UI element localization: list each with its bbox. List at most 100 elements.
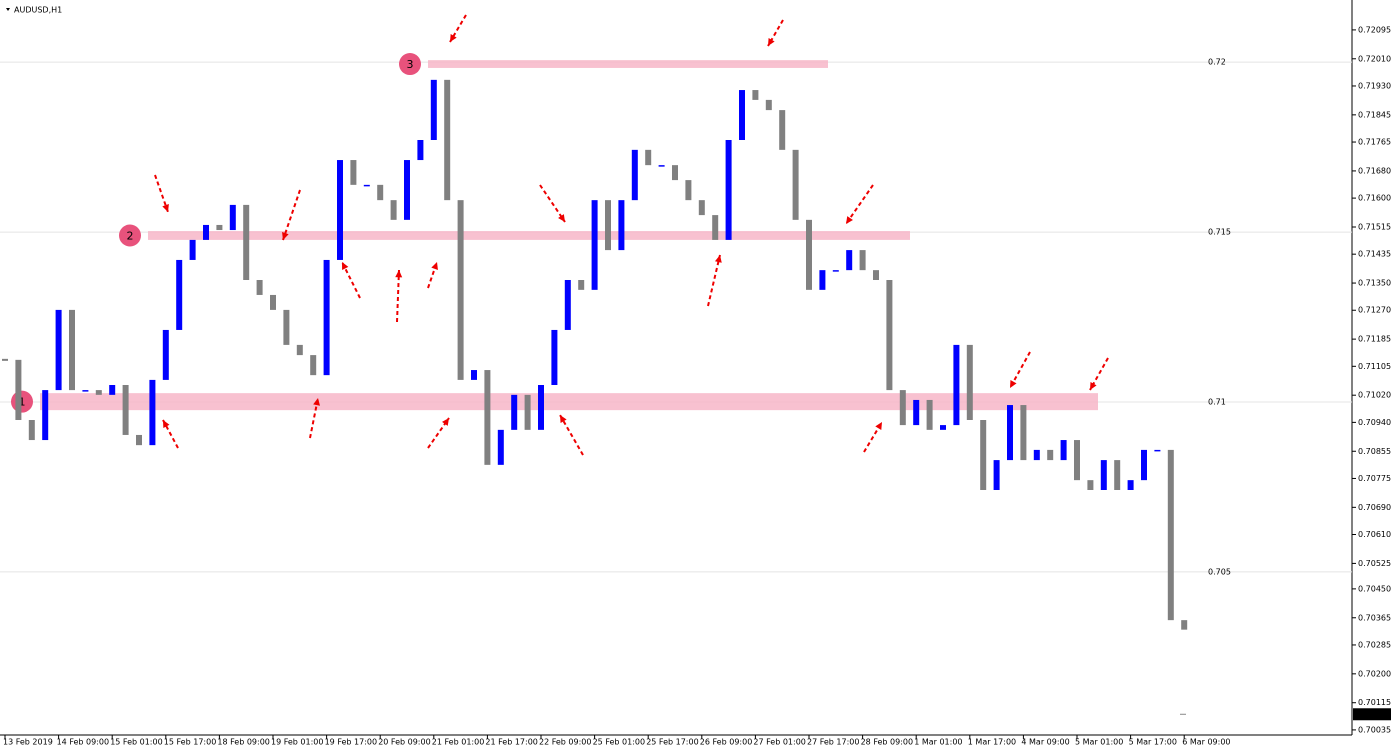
- y-tick-label: 0.71515: [1358, 222, 1391, 231]
- y-tick-label: 0.70285: [1358, 640, 1391, 649]
- y-tick-label: 0.70855: [1358, 447, 1391, 456]
- candle: [1127, 480, 1134, 490]
- annotation-arrow: [449, 14, 467, 43]
- y-tick-label: 0.70115: [1358, 698, 1391, 707]
- candle: [524, 394, 531, 430]
- candle: [1167, 449, 1174, 621]
- candle: [511, 394, 518, 430]
- candle: [42, 390, 49, 441]
- candle: [1181, 620, 1188, 630]
- annotation-arrowhead: [1010, 380, 1017, 388]
- candle: [739, 90, 745, 140]
- candle: [859, 250, 866, 271]
- candle: [832, 270, 839, 272]
- candle: [350, 160, 357, 185]
- zone-badge: [399, 53, 421, 76]
- x-tick-label: 28 Feb 09:00: [861, 738, 913, 747]
- x-tick-label: 18 Feb 09:00: [217, 738, 269, 747]
- annotation-arrow: [559, 414, 584, 456]
- annotation-arrowhead: [846, 216, 853, 224]
- candle: [69, 309, 75, 391]
- y-tick-label: 0.71680: [1358, 166, 1391, 175]
- candle: [591, 200, 598, 290]
- zone-label: 3: [407, 58, 414, 71]
- candle: [806, 219, 812, 290]
- annotation-arrow: [282, 189, 301, 241]
- candle: [1007, 405, 1013, 461]
- candle: [792, 149, 799, 220]
- candle: [404, 160, 410, 220]
- candle: [899, 390, 906, 426]
- y-tick-label: 0.70200: [1358, 669, 1391, 678]
- candle: [149, 379, 156, 446]
- candle: [752, 90, 759, 100]
- candle: [296, 344, 303, 356]
- annotation-arrowhead: [1090, 382, 1097, 390]
- candle: [256, 280, 263, 295]
- x-tick-label: 15 Feb 17:00: [164, 738, 216, 747]
- x-tick-label: 19 Feb 01:00: [271, 738, 323, 747]
- candle: [457, 200, 464, 380]
- candle: [323, 259, 330, 376]
- candle: [15, 359, 22, 420]
- y-tick-label: 0.70690: [1358, 503, 1391, 512]
- annotation-arrow: [845, 184, 874, 225]
- current-price-box: [1353, 708, 1391, 721]
- level-label: 0.71: [1208, 397, 1226, 406]
- zone: [148, 231, 910, 240]
- candle: [953, 344, 960, 426]
- x-tick-label: 22 Feb 09:00: [539, 738, 591, 747]
- candle: [1033, 449, 1040, 461]
- candle: [993, 460, 1000, 490]
- level-label: 0.705: [1208, 567, 1231, 576]
- candle: [189, 239, 196, 260]
- annotation-arrowhead: [560, 415, 567, 423]
- candle: [1074, 440, 1080, 481]
- candle: [1100, 460, 1107, 490]
- annotation-arrowhead: [163, 420, 170, 428]
- annotation-arrowhead: [558, 214, 565, 222]
- y-tick-label: 0.71930: [1358, 81, 1391, 90]
- chart-title: AUDUSD,H1: [14, 6, 62, 15]
- candle: [390, 200, 397, 220]
- annotation-arrow: [767, 19, 784, 47]
- candle: [417, 140, 424, 161]
- candle: [645, 149, 652, 166]
- candle: [672, 165, 678, 181]
- x-tick-label: 21 Feb 01:00: [432, 738, 484, 747]
- candle: [980, 420, 987, 490]
- y-tick-label: 0.70940: [1358, 418, 1391, 427]
- y-tick-label: 0.71435: [1358, 250, 1391, 259]
- annotation-arrowhead: [450, 34, 457, 42]
- candle: [1114, 460, 1121, 490]
- candle: [430, 79, 437, 140]
- candle: [28, 420, 35, 441]
- candle: [136, 434, 142, 446]
- annotation-arrowhead: [442, 418, 449, 426]
- y-tick-label: 0.70035: [1358, 725, 1391, 734]
- annotation-arrowhead: [395, 270, 403, 278]
- annotation-arrowhead: [875, 422, 882, 430]
- candle: [337, 160, 343, 260]
- candle: [605, 200, 611, 251]
- zone: [40, 393, 1098, 411]
- candle: [765, 99, 772, 111]
- candle: [940, 425, 946, 430]
- y-tick-label: 0.71185: [1358, 335, 1391, 344]
- x-tick-label: 5 Mar 17:00: [1129, 738, 1177, 747]
- y-tick-label: 0.71350: [1358, 279, 1391, 288]
- menu-arrow[interactable]: [6, 8, 10, 11]
- y-tick-label: 0.70775: [1358, 474, 1391, 483]
- x-tick-label: 21 Feb 17:00: [485, 738, 537, 747]
- candle: [95, 390, 102, 395]
- annotation-arrowhead: [162, 204, 169, 212]
- y-tick-label: 0.72095: [1358, 25, 1391, 34]
- candle: [82, 390, 89, 392]
- candle: [578, 280, 585, 290]
- current-price-label: 0.70081: [1356, 710, 1389, 719]
- annotation-arrow: [162, 419, 179, 449]
- y-tick-label: 0.71845: [1358, 110, 1391, 119]
- candle: [873, 270, 879, 280]
